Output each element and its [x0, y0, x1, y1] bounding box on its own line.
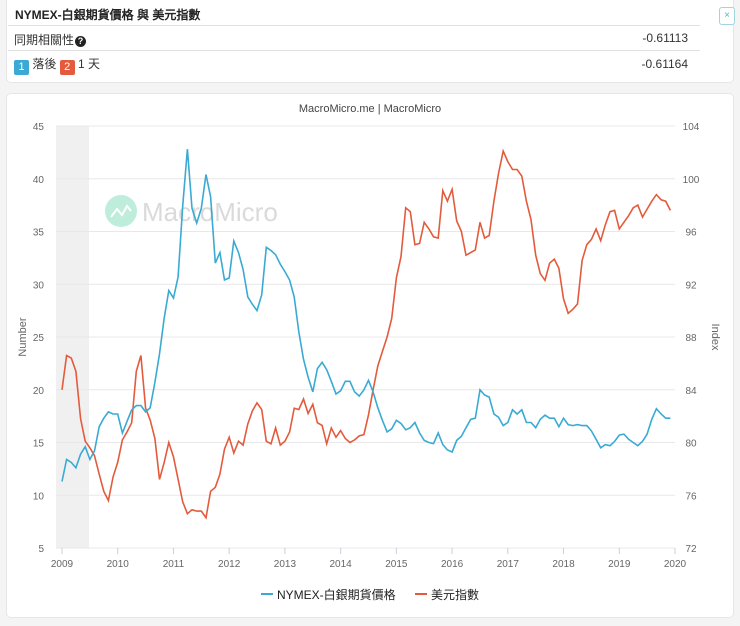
svg-text:10: 10	[33, 491, 45, 502]
help-icon[interactable]: ?	[75, 36, 87, 47]
chart-card	[6, 93, 734, 618]
lag-badge-1: 1	[14, 60, 29, 75]
correlation-panel: NYMEX-白銀期貨價格 與 美元指數 ×	[6, 0, 735, 83]
silver-price-line[interactable]	[61, 149, 671, 482]
svg-text:76: 76	[685, 491, 697, 502]
correlation-row: 同期相關性?	[14, 31, 87, 48]
svg-text:45: 45	[33, 122, 45, 133]
svg-text:40: 40	[33, 175, 45, 186]
watermark-logo-icon	[105, 195, 137, 227]
divider	[8, 50, 700, 51]
svg-text:80: 80	[685, 439, 697, 450]
svg-text:84: 84	[685, 386, 697, 397]
panel-title: NYMEX-白銀期貨價格 與 美元指數	[15, 8, 201, 22]
legend-label: 美元指數	[431, 588, 480, 602]
svg-text:2020: 2020	[664, 559, 687, 570]
svg-text:2014: 2014	[330, 559, 353, 570]
svg-text:2018: 2018	[552, 559, 575, 570]
svg-text:25: 25	[33, 333, 45, 344]
correlation-label: 同期相關性	[14, 33, 75, 47]
right-axis-title: Index	[709, 324, 721, 351]
lag-badge-2: 2	[59, 60, 75, 75]
chart-legend: NYMEX-白銀期貨價格 美元指數	[0, 586, 740, 603]
watermark-text: MacroMicro	[142, 197, 278, 227]
close-button[interactable]: ×	[719, 7, 735, 25]
svg-text:15: 15	[33, 439, 45, 450]
x-axis: 2009 2010 2011 2012 2013 2014 2015 2016 2017 2018…	[51, 548, 687, 570]
legend-label: NYMEX-白銀期貨價格	[276, 588, 396, 602]
svg-text:35: 35	[33, 228, 45, 239]
left-axis-title: Number	[17, 317, 29, 356]
svg-text:5: 5	[38, 544, 44, 555]
left-axis: 45 40 35 30 25 20 15 10 5	[33, 122, 45, 555]
svg-text:104: 104	[683, 122, 700, 133]
svg-text:2012: 2012	[218, 559, 241, 570]
lag-row: 1 落後 2 1 天	[14, 55, 100, 75]
svg-text:88: 88	[685, 333, 697, 344]
svg-text:2016: 2016	[441, 559, 464, 570]
svg-text:2019: 2019	[608, 559, 631, 570]
svg-text:30: 30	[33, 280, 45, 291]
svg-text:2015: 2015	[385, 559, 408, 570]
svg-text:96: 96	[685, 228, 697, 239]
svg-text:20: 20	[33, 386, 45, 397]
chart-source: MacroMicro.me | MacroMicro	[298, 103, 442, 115]
legend-item-usd[interactable]: 美元指數	[415, 586, 479, 603]
svg-text:72: 72	[685, 544, 697, 555]
legend-swatch-usd	[415, 593, 427, 595]
svg-text:2011: 2011	[163, 559, 185, 570]
svg-text:100: 100	[683, 175, 700, 186]
lag-period: 1 天	[78, 57, 101, 71]
svg-text:2013: 2013	[274, 559, 297, 570]
usd-index-line[interactable]	[61, 148, 672, 520]
lag-value: -0.61164	[641, 57, 688, 71]
legend-swatch-silver	[260, 593, 273, 595]
svg-text:2010: 2010	[107, 559, 130, 570]
watermark: MacroMicro	[105, 195, 278, 227]
right-axis: 104 100 96 92 88 84 80 76 72	[683, 122, 700, 555]
svg-text:2009: 2009	[51, 559, 74, 570]
close-icon: ×	[724, 10, 730, 21]
legend-item-silver[interactable]: NYMEX-白銀期貨價格	[260, 586, 396, 603]
lag-label: 落後	[32, 57, 57, 71]
correlation-value: -0.61113	[642, 31, 688, 45]
grid-lines	[56, 125, 675, 549]
svg-text:92: 92	[685, 280, 697, 291]
svg-text:2017: 2017	[497, 559, 520, 570]
divider	[8, 25, 700, 26]
